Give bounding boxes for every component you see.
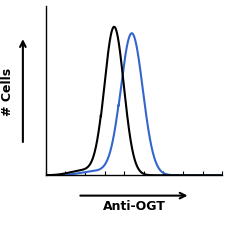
Text: # Cells: # Cells (0, 67, 14, 115)
Text: Anti-OGT: Anti-OGT (103, 199, 165, 212)
